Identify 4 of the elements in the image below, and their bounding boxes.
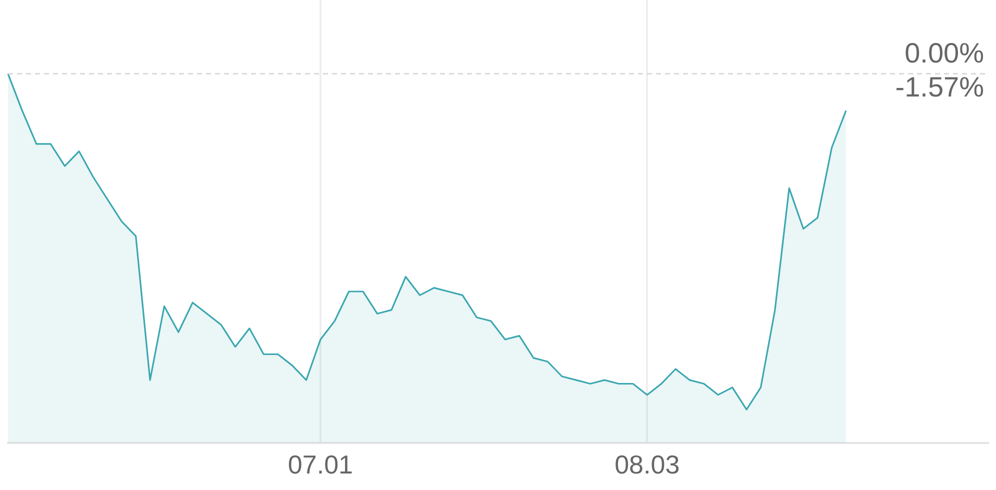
- annotation: -1.57%: [895, 72, 984, 103]
- x-tick-label: 07.01: [288, 450, 354, 480]
- text: 0.00%: [904, 38, 984, 69]
- x-tick-label: 08.03: [614, 450, 680, 480]
